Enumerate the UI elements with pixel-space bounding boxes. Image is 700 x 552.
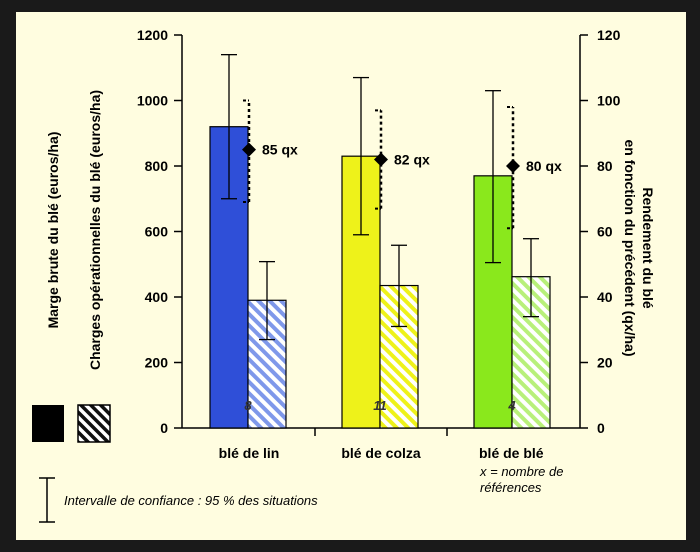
legend-swatch-hatched	[77, 404, 111, 443]
errbar-marge-brute-1	[353, 76, 369, 236]
category-note-line-1: x = nombre de	[479, 464, 563, 479]
category-label-1: blé de colza	[341, 445, 421, 461]
error-bars-layer	[221, 54, 539, 341]
right-tick-label: 0	[597, 420, 605, 436]
errbar-charges-0	[259, 260, 275, 341]
yield-label-0: 85 qx	[262, 142, 298, 158]
count-label-0: 8	[244, 398, 252, 413]
yield-label-1: 82 qx	[394, 151, 430, 167]
count-label-2: 4	[507, 398, 516, 413]
errbar-charges-1	[391, 244, 407, 328]
left-tick-label: 200	[145, 355, 169, 371]
right-axis-label-2: en fonction du précédent (qx/ha)	[622, 139, 638, 356]
right-tick-label: 40	[597, 289, 613, 305]
ci-legend-text: Intervalle de confiance : 95 % des situa…	[64, 493, 318, 508]
legend-swatch-solid	[32, 405, 64, 442]
left-axis-label-1: Marge brute du blé (euros/ha)	[45, 132, 61, 329]
left-axis-ticks: 0 200 400 600 800 1000 1200	[137, 27, 182, 436]
errbar-charges-2	[523, 238, 539, 318]
yield-marker-0	[242, 142, 256, 157]
left-tick-label: 0	[160, 420, 168, 436]
ci-legend-icon	[39, 477, 55, 523]
category-note-line-2: références	[480, 480, 542, 495]
yield-marker-1	[374, 152, 388, 167]
errbar-marge-brute-2	[485, 90, 501, 264]
left-tick-label: 800	[145, 158, 169, 174]
left-axis-label-2: Charges opérationnelles du blé (euros/ha…	[87, 90, 103, 370]
right-tick-label: 20	[597, 355, 613, 371]
left-tick-label: 1000	[137, 93, 168, 109]
left-tick-label: 1200	[137, 27, 168, 43]
left-tick-label: 600	[145, 224, 169, 240]
right-axis-ticks: 0 20 40 60 80 100 120	[580, 27, 621, 436]
yield-markers-layer: 85 qx 82 qx 80 qx	[242, 99, 562, 230]
right-tick-label: 80	[597, 158, 613, 174]
category-label-0: blé de lin	[219, 445, 280, 461]
yield-label-2: 80 qx	[526, 158, 562, 174]
count-label-1: 11	[373, 398, 387, 413]
right-axis-label-1: Rendement du blé	[640, 187, 656, 309]
right-tick-label: 100	[597, 93, 621, 109]
left-tick-label: 400	[145, 289, 169, 305]
category-label-2: blé de blé	[479, 445, 544, 461]
yield-marker-2	[506, 159, 520, 173]
right-tick-label: 60	[597, 224, 613, 240]
right-tick-label: 120	[597, 27, 621, 43]
errbar-marge-brute-0	[221, 54, 237, 200]
